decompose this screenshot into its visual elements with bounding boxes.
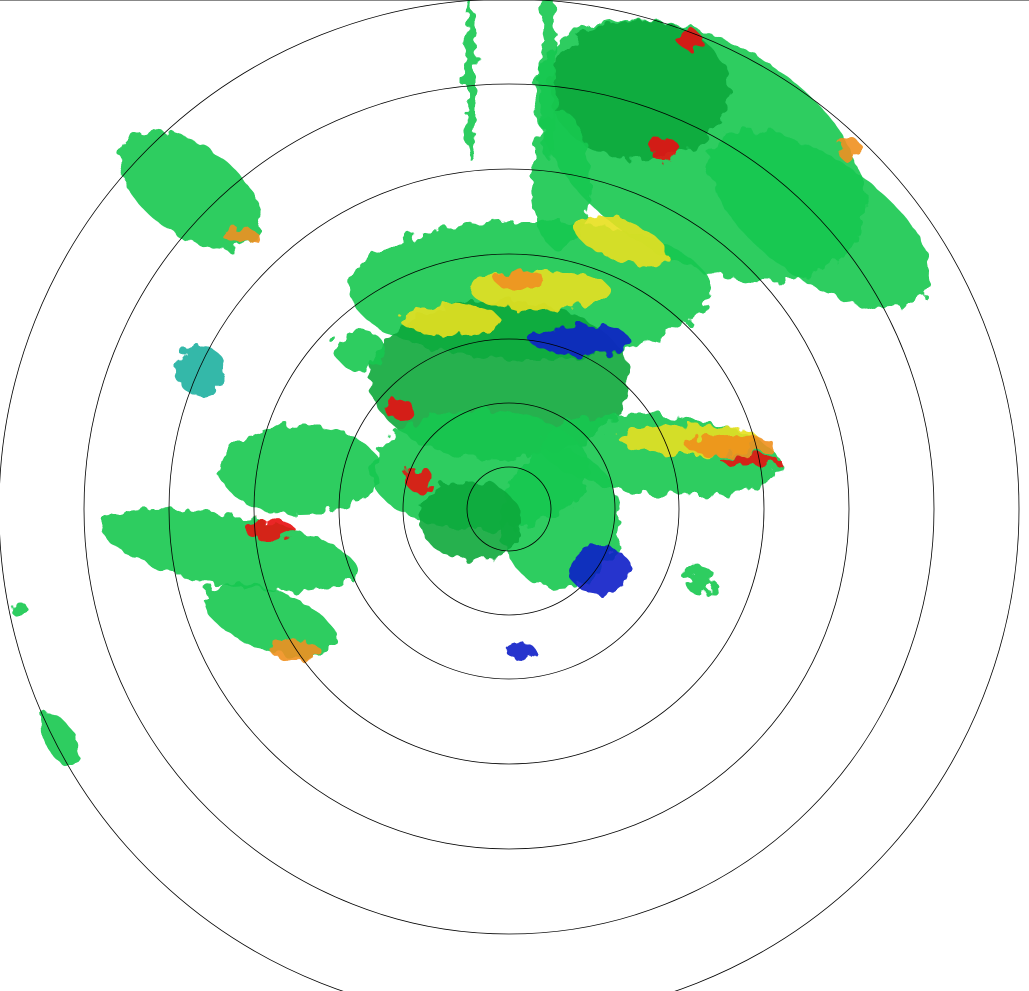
echo-cell-light: [708, 130, 932, 310]
echo-cell-light: [40, 712, 80, 768]
echo-cell-orange: [270, 640, 320, 660]
echo-cell-orange: [838, 138, 862, 162]
echo-cell-red: [385, 400, 415, 420]
echo-cell-yellow: [572, 214, 668, 266]
echo-cell-light: [220, 425, 380, 515]
echo-cell-red: [678, 30, 702, 50]
echo-cell-light: [685, 565, 715, 595]
echo-cell-red: [405, 468, 435, 492]
echo-cell-weak: [530, 325, 630, 355]
echo-cell-moderate: [550, 20, 730, 160]
precipitation-echoes: [12, 0, 932, 768]
echo-cell-weak: [570, 545, 630, 595]
echo-cell-light: [540, 0, 556, 160]
range-ring: [253, 253, 765, 765]
range-ring: [402, 402, 616, 616]
echo-cell-light: [101, 508, 359, 592]
range-ring: [338, 338, 680, 680]
echo-cell-light: [203, 583, 337, 657]
echo-cell-light: [335, 330, 385, 370]
echo-cell-orange: [685, 435, 775, 455]
echo-cell-orange: [222, 227, 258, 243]
range-ring: [168, 168, 850, 850]
echo-cell-light: [464, 0, 476, 160]
range-ring: [466, 466, 552, 552]
range-ring: [83, 83, 935, 935]
echo-cell-red: [650, 138, 680, 162]
echo-cell-weak: [505, 642, 535, 658]
echo-cell-red: [720, 454, 780, 466]
echo-cell-yellow: [400, 305, 500, 335]
echo-cell-light: [119, 131, 261, 249]
top-border: [0, 0, 1029, 1]
echo-cell-cyan: [175, 345, 225, 395]
echo-cell-light: [12, 602, 28, 618]
echo-cell-orange: [495, 270, 545, 290]
echo-cell-moderate: [420, 480, 520, 560]
echo-cell-red: [245, 520, 295, 540]
